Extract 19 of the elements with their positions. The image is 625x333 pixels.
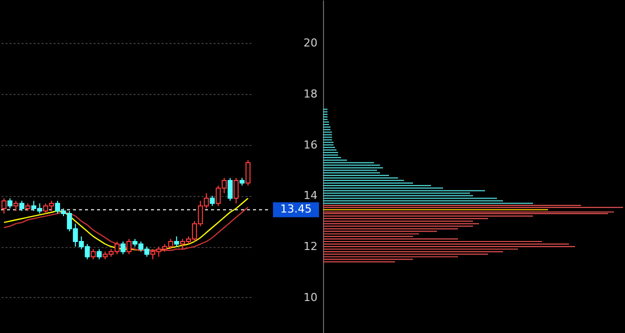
y-tick-label: 20 bbox=[304, 36, 318, 50]
candlestick bbox=[126, 238, 132, 255]
candlestick bbox=[90, 248, 96, 260]
ref-line-label: 13.45 bbox=[280, 202, 312, 216]
candlestick bbox=[7, 198, 12, 209]
y-tick-label: 10 bbox=[304, 290, 318, 304]
candlestick bbox=[246, 160, 251, 186]
candlestick bbox=[13, 200, 18, 212]
candlestick bbox=[174, 236, 180, 248]
candlestick bbox=[228, 177, 233, 202]
y-tick-label: 16 bbox=[304, 138, 318, 152]
y-tick-label: 12 bbox=[304, 240, 318, 254]
y-tick-label: 14 bbox=[304, 189, 318, 202]
candlestick bbox=[19, 200, 24, 212]
candlestick bbox=[210, 195, 215, 206]
y-tick-label: 18 bbox=[304, 88, 318, 101]
candlestick bbox=[120, 240, 126, 255]
candlestick bbox=[96, 248, 102, 260]
candlestick bbox=[234, 177, 239, 204]
